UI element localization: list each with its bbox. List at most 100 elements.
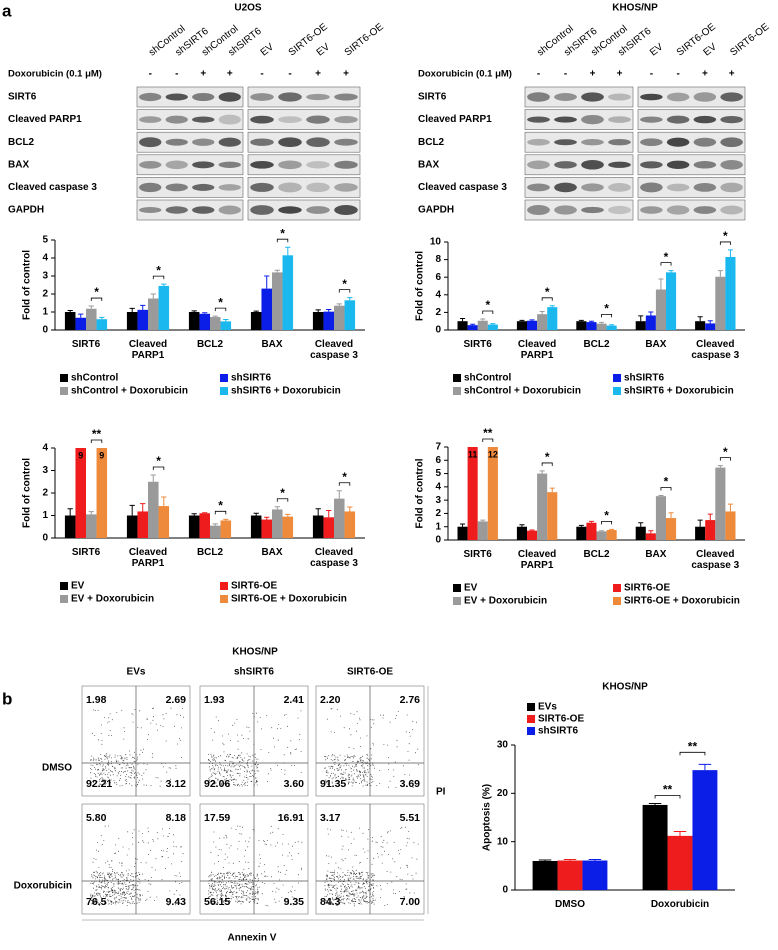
blot-band	[527, 139, 550, 146]
error-bar	[130, 308, 135, 312]
error-bar	[658, 279, 663, 290]
bar	[586, 523, 596, 540]
treatment-sign: +	[702, 69, 708, 80]
error-bar	[718, 271, 723, 277]
blot-band	[581, 115, 604, 124]
error-bar	[213, 524, 218, 526]
x-tick-label-line: SIRT6	[464, 549, 493, 560]
error-bar	[564, 860, 576, 861]
x-tick-label-line: BAX	[261, 547, 282, 558]
x-tick-label-line: BCL2	[197, 339, 224, 350]
legend-label: EV	[464, 583, 478, 594]
bar	[458, 321, 468, 330]
bar	[715, 468, 725, 540]
error-bar	[130, 505, 135, 515]
bar	[582, 861, 607, 890]
blot-band	[694, 206, 717, 214]
blot-band	[640, 161, 663, 168]
blot-band	[608, 93, 631, 100]
blot-band	[250, 93, 274, 101]
error-bar	[648, 312, 653, 316]
bar	[607, 530, 617, 540]
blot-band	[278, 92, 302, 101]
legend-swatch	[613, 374, 621, 382]
error-bar	[151, 475, 156, 482]
error-bar	[480, 319, 485, 321]
error-bar	[140, 504, 145, 512]
legend-label: shSIRT6	[624, 373, 664, 384]
x-tick-label: BCL2	[197, 547, 224, 558]
quadrant-value: 9.35	[284, 896, 305, 908]
flow-column-label: shSIRT6	[234, 667, 274, 678]
blot-row-label: BAX	[418, 159, 439, 170]
bar	[210, 526, 221, 538]
treatment-sign: -	[564, 69, 567, 80]
x-tick-label-line: SIRT6	[72, 339, 101, 350]
lane-label: EV	[259, 41, 277, 58]
bar	[646, 315, 656, 330]
bar	[210, 317, 221, 330]
bar	[533, 861, 558, 890]
y-tick-label: 20	[497, 788, 509, 799]
blot-band	[640, 182, 663, 192]
bar	[97, 448, 108, 538]
error-bar	[347, 298, 352, 301]
bar-value-label: 9	[99, 450, 104, 460]
error-bar	[68, 311, 73, 312]
blot-band	[581, 160, 604, 170]
legend-label: EV	[71, 581, 85, 592]
blot-band	[667, 116, 690, 124]
quadrant-value: 16.91	[278, 812, 304, 824]
quadrant-value: 92.06	[204, 778, 230, 790]
legend-swatch	[527, 727, 535, 735]
x-tick-label-line: BCL2	[197, 547, 224, 558]
error-bar	[223, 519, 228, 520]
x-tick-label: SIRT6	[72, 339, 101, 350]
quadrant-value: 76.5	[86, 896, 107, 908]
legend-swatch	[60, 387, 68, 395]
blot-row-label: SIRT6	[8, 92, 37, 103]
blot-band	[581, 139, 604, 145]
blot-band	[554, 93, 577, 101]
bar	[221, 321, 232, 330]
x-tick-label-line: BAX	[645, 549, 666, 560]
error-bar	[264, 276, 269, 289]
bar	[127, 312, 138, 330]
blot-band	[334, 161, 358, 169]
blot-band	[694, 116, 717, 123]
quadrant-value: 91.35	[320, 778, 346, 790]
blot-band	[720, 116, 743, 123]
error-bar	[599, 322, 604, 323]
bar	[86, 514, 97, 538]
bar	[527, 531, 537, 540]
legend-label: shSIRT6	[538, 726, 578, 737]
error-bar	[89, 512, 94, 515]
error-bar	[316, 310, 321, 312]
quadrant-value: 2.41	[284, 694, 305, 706]
quadrant-value: 7.00	[400, 896, 421, 908]
blot-band	[139, 161, 161, 169]
error-bar	[192, 514, 197, 516]
bar	[576, 321, 586, 330]
blot-band	[667, 205, 690, 214]
error-bar	[316, 509, 321, 516]
quadrant-value: 3.17	[320, 812, 341, 824]
blot-band	[694, 183, 717, 192]
legend-label: SIRT6-OE + Doxorubicin	[231, 594, 347, 605]
y-tick-label: 4	[435, 481, 441, 492]
significance-label: *	[545, 285, 550, 299]
error-bar	[192, 311, 197, 312]
error-bar	[550, 306, 555, 307]
blot-band	[554, 205, 577, 214]
quadrant-value: 1.93	[204, 694, 225, 706]
bar	[159, 506, 170, 538]
quadrant-value: 92.21	[86, 778, 112, 790]
blot-band	[667, 138, 690, 147]
blot-band	[720, 137, 743, 147]
x-tick-label-line: Cleaved	[696, 549, 734, 560]
legend-swatch	[60, 374, 68, 382]
blot-band	[192, 139, 214, 146]
x-tick-label-line: PARP1	[132, 350, 165, 361]
error-bar	[699, 764, 711, 770]
